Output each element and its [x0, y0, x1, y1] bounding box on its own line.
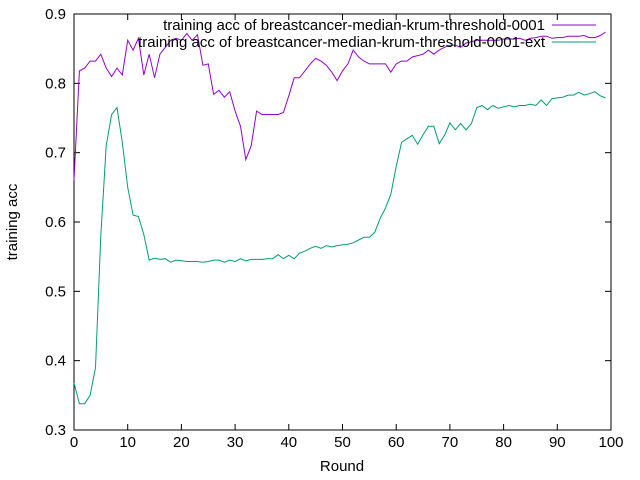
series-line-1 — [73, 31, 606, 181]
x-tick-label: 50 — [334, 434, 351, 451]
x-tick-label: 100 — [598, 434, 623, 451]
x-tick-label: 60 — [388, 434, 405, 451]
x-tick-label: 70 — [442, 434, 459, 451]
y-tick-label: 0.5 — [45, 283, 66, 300]
y-tick-label: 0.4 — [45, 353, 66, 370]
legend-label-1: training acc of breastcancer-median-krum… — [163, 17, 545, 34]
legend: training acc of breastcancer-median-krum… — [138, 17, 596, 51]
x-tick-label: 20 — [173, 434, 190, 451]
y-axis-label: training acc — [4, 183, 21, 260]
x-tick-label: 30 — [227, 434, 244, 451]
series-line-2 — [73, 91, 606, 405]
x-tick-label: 10 — [119, 434, 136, 451]
y-tick-label: 0.9 — [45, 6, 66, 23]
y-tick-label: 0.7 — [45, 145, 66, 162]
x-tick-label: 90 — [549, 434, 566, 451]
legend-label-2: training acc of breastcancer-median-krum… — [138, 34, 546, 51]
x-axis-label: Round — [320, 458, 364, 475]
series-lines — [73, 31, 606, 405]
x-tick-label: 40 — [280, 434, 297, 451]
x-tick-label: 0 — [70, 434, 78, 451]
axis-ticks: 0 10 20 30 40 50 60 70 80 90 100 0.3 0.4 0.5 0.6 0.7 0.8… — [45, 6, 623, 451]
y-tick-label: 0.3 — [45, 422, 66, 439]
x-tick-label: 80 — [495, 434, 512, 451]
y-tick-label: 0.6 — [45, 214, 66, 231]
y-tick-label: 0.8 — [45, 75, 66, 92]
